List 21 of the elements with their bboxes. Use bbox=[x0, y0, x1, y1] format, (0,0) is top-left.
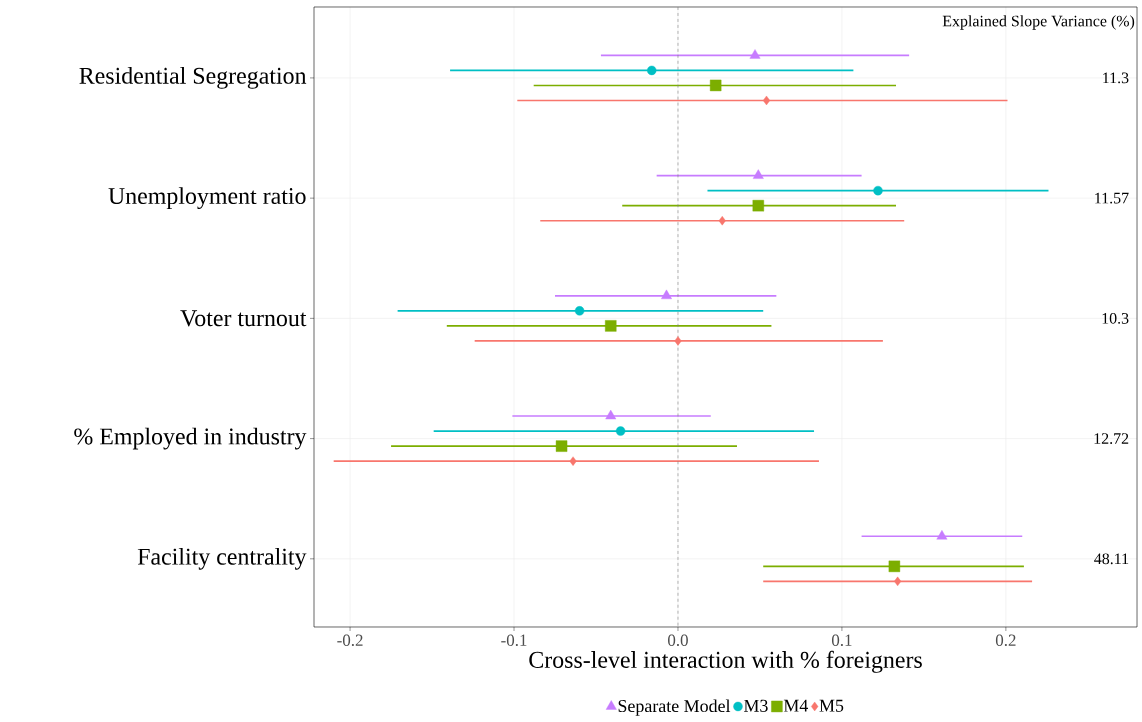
y-tick-label: Facility centrality bbox=[137, 547, 307, 570]
annotation: 11.3 bbox=[1103, 72, 1129, 84]
x-tick-label: 0.2 bbox=[995, 634, 1016, 647]
x-tick-label: 0.0 bbox=[668, 634, 688, 647]
legend-label: Separate Model bbox=[618, 699, 731, 716]
legend-label: M4 bbox=[783, 699, 809, 712]
y-tick-label: Voter turnout bbox=[180, 310, 307, 327]
y-tick-label: Unemployment ratio bbox=[108, 187, 306, 210]
annotation: 48.11 bbox=[1094, 553, 1129, 565]
annotation: Explained Slope Variance (%) bbox=[942, 15, 1135, 30]
legend-label: M3 bbox=[744, 699, 768, 712]
x-tick-label: -0.1 bbox=[501, 634, 527, 647]
annotation: 10.3 bbox=[1102, 312, 1129, 324]
x-axis-title: Cross-level interaction with % foreigners bbox=[529, 650, 922, 673]
y-tick-label: % Employed in industry bbox=[74, 427, 307, 450]
y-tick-label: Residential Segregation bbox=[79, 67, 307, 89]
x-tick-label: 0.1 bbox=[831, 634, 852, 647]
annotation: 11.57 bbox=[1095, 192, 1129, 204]
annotation: 12.72 bbox=[1094, 433, 1129, 444]
x-tick-label: -0.2 bbox=[337, 634, 363, 647]
legend-label: M5 bbox=[819, 699, 844, 712]
